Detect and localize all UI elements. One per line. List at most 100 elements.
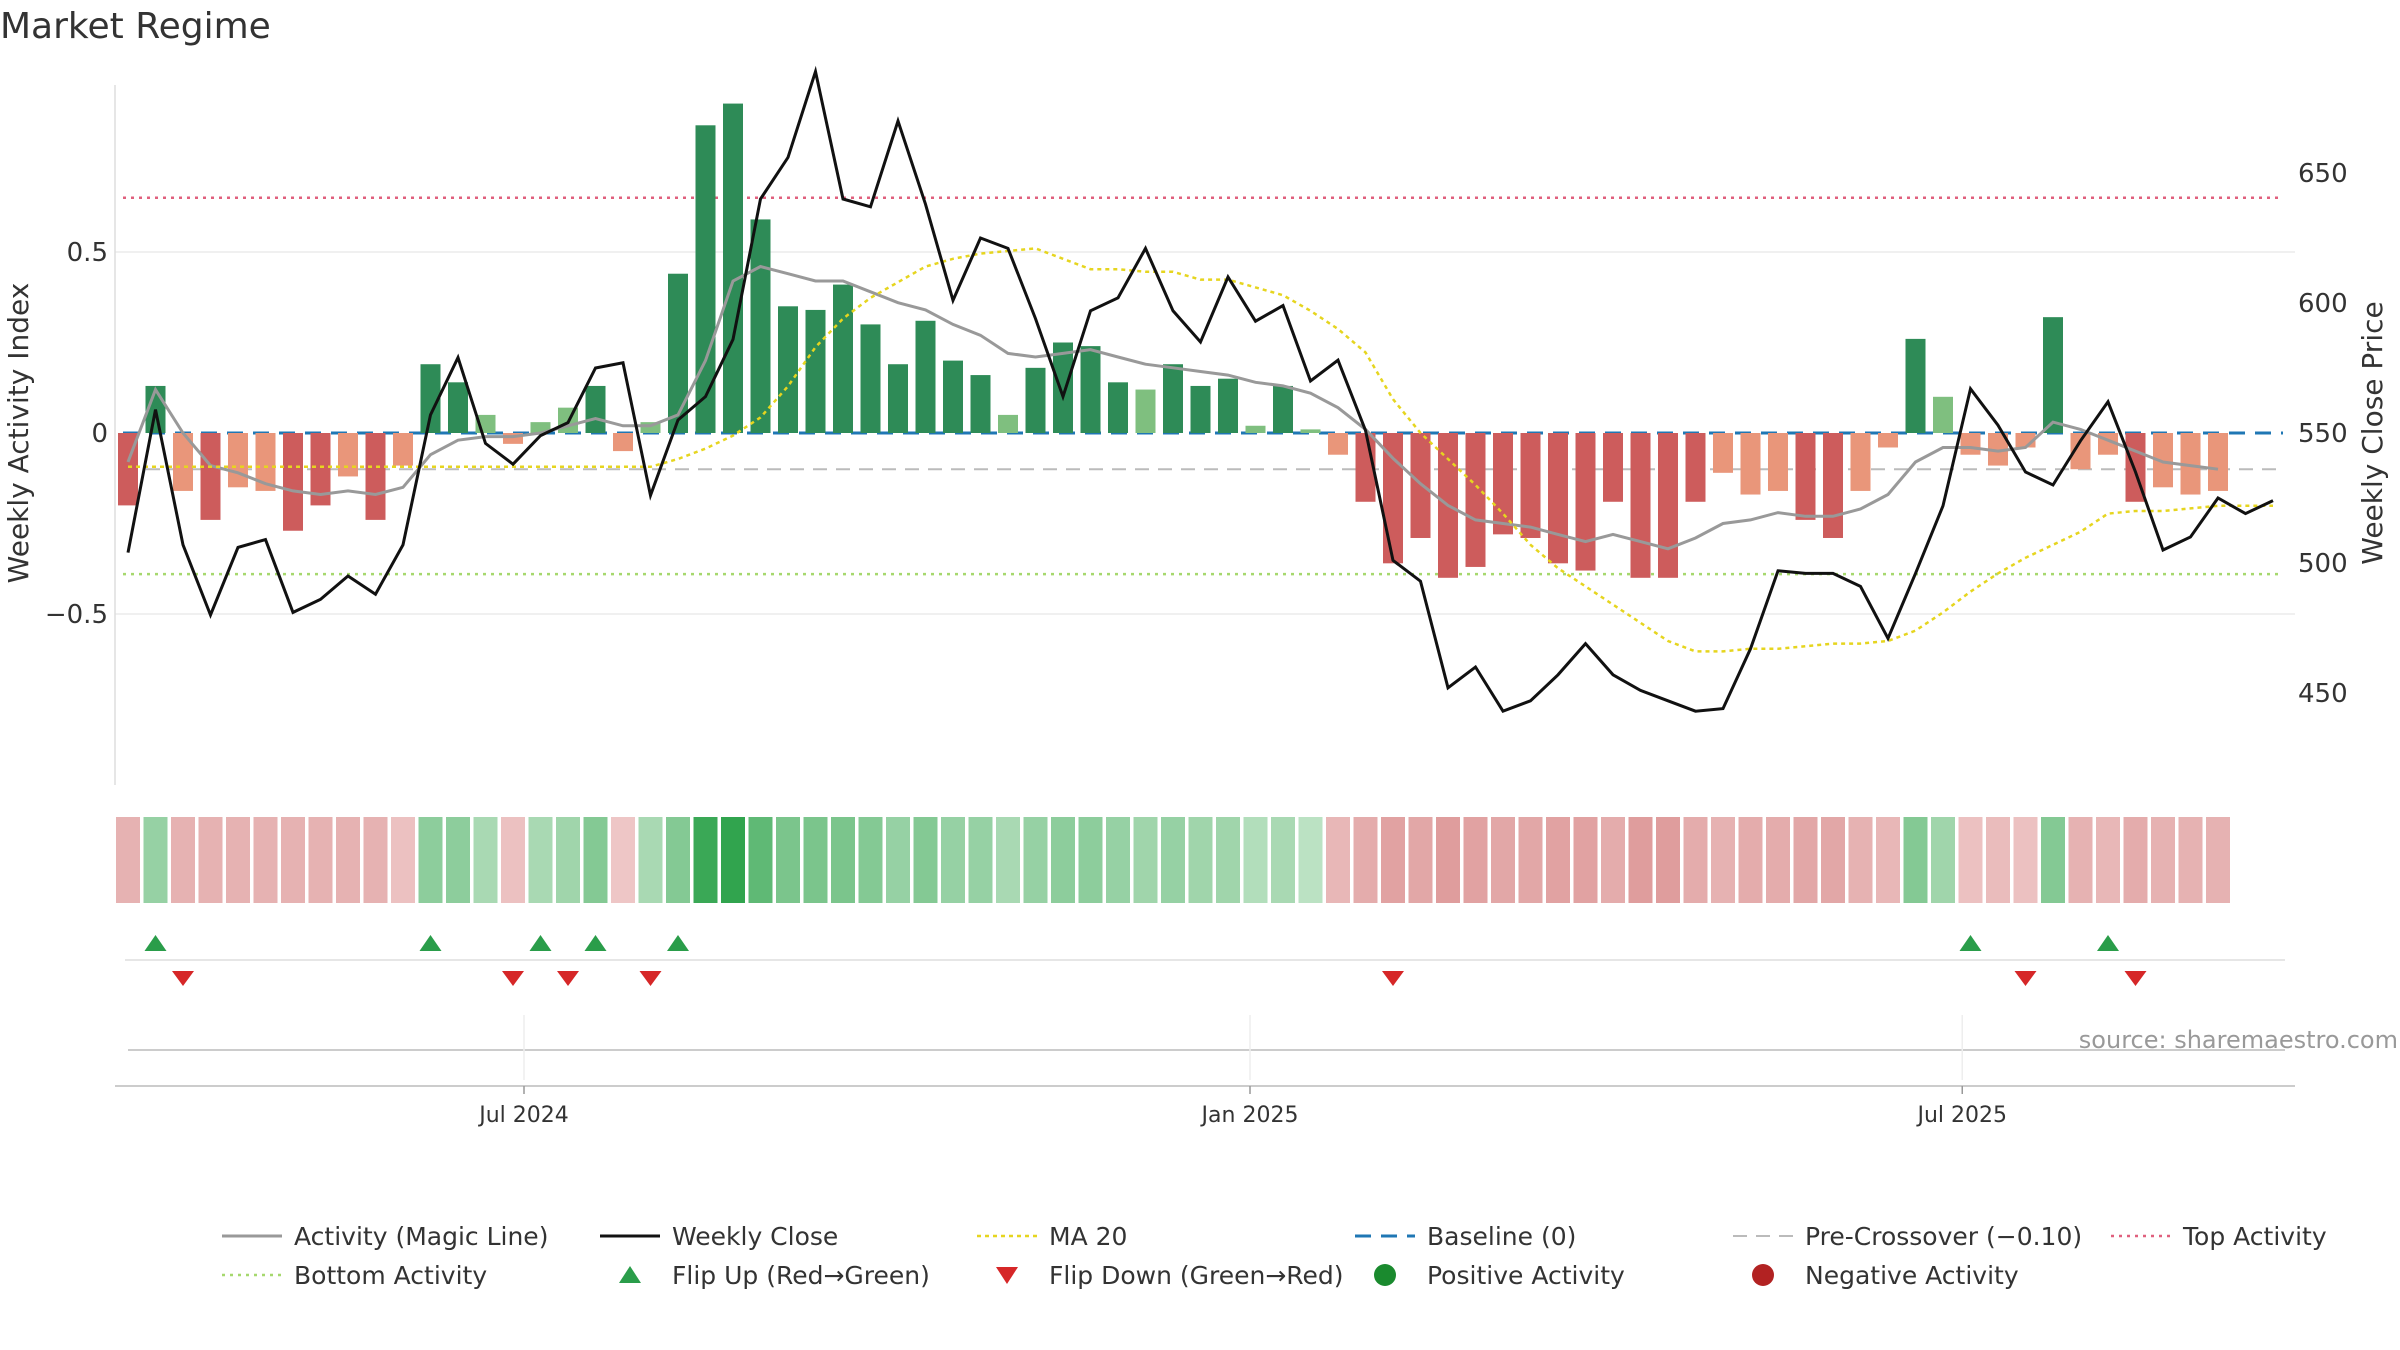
- activity-bar: [1740, 433, 1761, 495]
- legend-item-close: Weekly Close: [600, 1222, 838, 1251]
- legend-item-baseline: Baseline (0): [1355, 1222, 1576, 1251]
- regime-strip-cell: [1958, 817, 1983, 903]
- flip-down-marker: [502, 971, 524, 986]
- legend-label: Top Activity: [2182, 1222, 2327, 1251]
- legend-item-pre: Pre-Crossover (−0.10): [1733, 1222, 2082, 1251]
- flip-up-marker: [1959, 935, 1982, 951]
- regime-strip-cell: [501, 817, 525, 903]
- regime-strip-cell: [1326, 817, 1350, 903]
- activity-bar: [1025, 367, 1046, 433]
- regime-strip-cell: [1628, 817, 1653, 903]
- chart-title: Market Regime: [0, 6, 271, 47]
- flip-down-marker: [557, 971, 579, 986]
- regime-strip-cell: [1051, 817, 1075, 903]
- y-left-tick-label: 0.5: [67, 238, 108, 268]
- activity-bar: [503, 433, 523, 444]
- legend-label: Bottom Activity: [294, 1261, 487, 1290]
- legend-item-pos: Positive Activity: [1374, 1261, 1625, 1290]
- activity-bars: [118, 103, 2228, 578]
- magic-line: [126, 264, 2219, 551]
- activity-bar: [338, 433, 358, 477]
- flip-down-marker: [2014, 971, 2037, 986]
- regime-strip-cell: [1408, 817, 1433, 903]
- regime-strip-cell: [1161, 817, 1185, 903]
- activity-bar: [860, 324, 881, 433]
- regime-strip-cell: [1876, 817, 1900, 903]
- activity-bar: [943, 360, 963, 433]
- regime-strip-cell: [721, 817, 745, 903]
- legend-label: Pre-Crossover (−0.10): [1805, 1222, 2082, 1251]
- activity-bar: [310, 433, 331, 506]
- regime-strip-cell: [1573, 817, 1598, 903]
- activity-bar: [1988, 433, 2008, 466]
- activity-bar: [255, 433, 276, 491]
- regime-strip-cell: [281, 817, 305, 903]
- activity-bar: [1768, 433, 1788, 491]
- activity-bar: [778, 306, 798, 433]
- regime-strip-cell: [1986, 817, 2010, 903]
- regime-strip-cell: [1766, 817, 1790, 903]
- regime-strip-cell: [1078, 817, 1103, 903]
- activity-bar: [1823, 433, 1843, 538]
- regime-strip-cell: [1931, 817, 1955, 903]
- regime-strip-cell: [1738, 817, 1763, 903]
- y-right-tick-label: 450: [2298, 679, 2348, 709]
- regime-strip-cell: [308, 817, 333, 903]
- activity-bar: [1190, 385, 1211, 433]
- legend-item-flipdown: Flip Down (Green→Red): [996, 1261, 1344, 1290]
- y-axis-right-label: Weekly Close Price: [2356, 301, 2389, 564]
- activity-bar: [420, 364, 441, 433]
- regime-strip-cell: [418, 817, 443, 903]
- activity-bar: [833, 284, 853, 433]
- activity-bar: [1163, 364, 1183, 433]
- activity-bar: [1630, 433, 1651, 578]
- activity-bar: [1905, 338, 1926, 433]
- activity-bar: [613, 433, 633, 452]
- regime-strip-cell: [1903, 817, 1928, 903]
- activity-bar: [888, 364, 908, 433]
- activity-bar: [1575, 433, 1596, 571]
- activity-bar: [1933, 396, 1953, 433]
- activity-bar: [2043, 317, 2063, 433]
- x-tick-label: Jan 2025: [1200, 1103, 1299, 1128]
- regime-strip-cell: [1656, 817, 1680, 903]
- flip-down-marker: [172, 971, 194, 986]
- activity-bar: [1300, 429, 1321, 433]
- legend: Activity (Magic Line) Weekly Close MA 20 Ba…: [222, 1222, 2327, 1290]
- y-left-tick-label: 0: [91, 419, 108, 449]
- legend-label: MA 20: [1049, 1222, 1127, 1251]
- regime-strip-cell: [198, 817, 223, 903]
- legend-item-flipup: Flip Up (Red→Green): [619, 1261, 930, 1290]
- activity-bar: [530, 422, 551, 433]
- activity-bar: [1493, 433, 1513, 535]
- regime-strip-cell: [1518, 817, 1543, 903]
- legend-swatch: [1752, 1264, 1774, 1286]
- regime-strip-cell: [528, 817, 553, 903]
- activity-bar: [1603, 433, 1623, 502]
- regime-strip-cell: [638, 817, 663, 903]
- activity-bar: [585, 385, 606, 433]
- regime-strip-cell: [2096, 817, 2120, 903]
- y-right-tick-label: 550: [2298, 419, 2348, 449]
- regime-strip-cell: [996, 817, 1020, 903]
- activity-bar: [1273, 385, 1293, 433]
- regime-strip-cell: [831, 817, 855, 903]
- regime-strip-cell: [2123, 817, 2148, 903]
- legend-label: Baseline (0): [1427, 1222, 1576, 1251]
- flip-up-marker: [584, 935, 607, 951]
- activity-bar: [393, 433, 413, 466]
- source-note: source: sharemaestro.com: [2079, 1026, 2398, 1054]
- legend-label: Flip Down (Green→Red): [1049, 1261, 1344, 1290]
- activity-bar: [1053, 342, 1073, 433]
- regime-strip-cell: [748, 817, 773, 903]
- regime-strip-cell: [446, 817, 470, 903]
- activity-bar: [448, 382, 468, 433]
- regime-strip-cell: [941, 817, 965, 903]
- flip-up-marker: [144, 935, 167, 951]
- flip-down-marker: [2124, 971, 2147, 986]
- legend-swatch: [619, 1266, 641, 1283]
- activity-bar: [1685, 433, 1706, 502]
- activity-bar: [1245, 425, 1266, 433]
- regime-strip-cell: [556, 817, 580, 903]
- regime-strip-cell: [1793, 817, 1818, 903]
